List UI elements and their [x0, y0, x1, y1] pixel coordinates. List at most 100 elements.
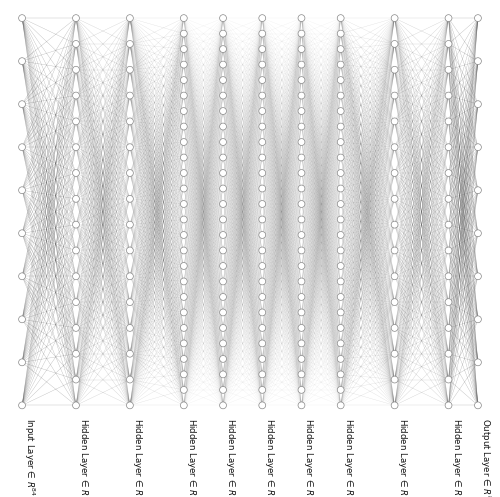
Circle shape	[298, 294, 305, 300]
Circle shape	[338, 123, 344, 130]
Circle shape	[220, 340, 226, 347]
Circle shape	[259, 77, 266, 83]
Circle shape	[18, 359, 26, 366]
Circle shape	[259, 216, 266, 223]
Circle shape	[298, 309, 305, 316]
Circle shape	[126, 92, 134, 99]
Circle shape	[298, 123, 305, 130]
Circle shape	[180, 262, 188, 269]
Circle shape	[298, 216, 305, 223]
Circle shape	[391, 144, 398, 151]
Text: Hidden Layer ∈ $R^{256}$: Hidden Layer ∈ $R^{256}$	[394, 417, 409, 497]
Circle shape	[338, 30, 344, 37]
Circle shape	[126, 221, 134, 228]
Circle shape	[126, 169, 134, 176]
Circle shape	[126, 376, 134, 383]
Circle shape	[391, 350, 398, 357]
Circle shape	[126, 40, 134, 47]
Circle shape	[474, 230, 482, 237]
Circle shape	[298, 61, 305, 68]
Circle shape	[259, 278, 266, 285]
Circle shape	[338, 340, 344, 347]
Circle shape	[220, 278, 226, 285]
Circle shape	[220, 216, 226, 223]
Circle shape	[126, 299, 134, 306]
Circle shape	[338, 232, 344, 239]
Circle shape	[72, 376, 80, 383]
Circle shape	[259, 325, 266, 331]
Circle shape	[391, 299, 398, 306]
Circle shape	[18, 402, 26, 409]
Circle shape	[338, 15, 344, 21]
Circle shape	[72, 195, 80, 202]
Circle shape	[474, 15, 482, 21]
Circle shape	[180, 46, 188, 53]
Text: Hidden Layer ∈ $R^{512}$: Hidden Layer ∈ $R^{512}$	[302, 417, 316, 497]
Circle shape	[259, 169, 266, 176]
Circle shape	[338, 201, 344, 207]
Circle shape	[180, 247, 188, 254]
Circle shape	[220, 262, 226, 269]
Circle shape	[220, 46, 226, 53]
Circle shape	[180, 309, 188, 316]
Circle shape	[338, 278, 344, 285]
Circle shape	[391, 247, 398, 254]
Circle shape	[338, 108, 344, 114]
Circle shape	[338, 169, 344, 176]
Circle shape	[72, 92, 80, 99]
Circle shape	[220, 325, 226, 331]
Text: Input Layer ∈ $R^{84}$: Input Layer ∈ $R^{84}$	[22, 417, 36, 496]
Circle shape	[298, 278, 305, 285]
Circle shape	[445, 325, 452, 331]
Circle shape	[220, 169, 226, 176]
Circle shape	[338, 154, 344, 161]
Circle shape	[391, 221, 398, 228]
Circle shape	[220, 294, 226, 300]
Circle shape	[338, 61, 344, 68]
Circle shape	[298, 15, 305, 21]
Circle shape	[474, 402, 482, 409]
Circle shape	[474, 144, 482, 151]
Circle shape	[445, 273, 452, 280]
Circle shape	[445, 118, 452, 125]
Circle shape	[298, 371, 305, 378]
Circle shape	[391, 402, 398, 409]
Circle shape	[259, 309, 266, 316]
Circle shape	[338, 371, 344, 378]
Circle shape	[220, 355, 226, 362]
Circle shape	[474, 316, 482, 323]
Circle shape	[445, 15, 452, 21]
Circle shape	[72, 66, 80, 73]
Circle shape	[18, 187, 26, 194]
Circle shape	[474, 101, 482, 107]
Circle shape	[259, 387, 266, 393]
Circle shape	[259, 139, 266, 146]
Circle shape	[445, 221, 452, 228]
Circle shape	[220, 30, 226, 37]
Circle shape	[126, 402, 134, 409]
Circle shape	[220, 185, 226, 192]
Circle shape	[391, 169, 398, 176]
Circle shape	[298, 46, 305, 53]
Circle shape	[72, 118, 80, 125]
Circle shape	[220, 309, 226, 316]
Circle shape	[391, 325, 398, 331]
Circle shape	[126, 325, 134, 331]
Circle shape	[445, 247, 452, 254]
Circle shape	[298, 232, 305, 239]
Circle shape	[259, 30, 266, 37]
Circle shape	[220, 247, 226, 254]
Circle shape	[391, 15, 398, 21]
Circle shape	[180, 294, 188, 300]
Circle shape	[259, 262, 266, 269]
Circle shape	[298, 340, 305, 347]
Circle shape	[259, 232, 266, 239]
Circle shape	[126, 118, 134, 125]
Text: Hidden Layer ∈ $R^{256}$: Hidden Layer ∈ $R^{256}$	[130, 417, 144, 497]
Circle shape	[259, 294, 266, 300]
Circle shape	[391, 195, 398, 202]
Circle shape	[126, 195, 134, 202]
Circle shape	[298, 30, 305, 37]
Circle shape	[180, 278, 188, 285]
Circle shape	[259, 371, 266, 378]
